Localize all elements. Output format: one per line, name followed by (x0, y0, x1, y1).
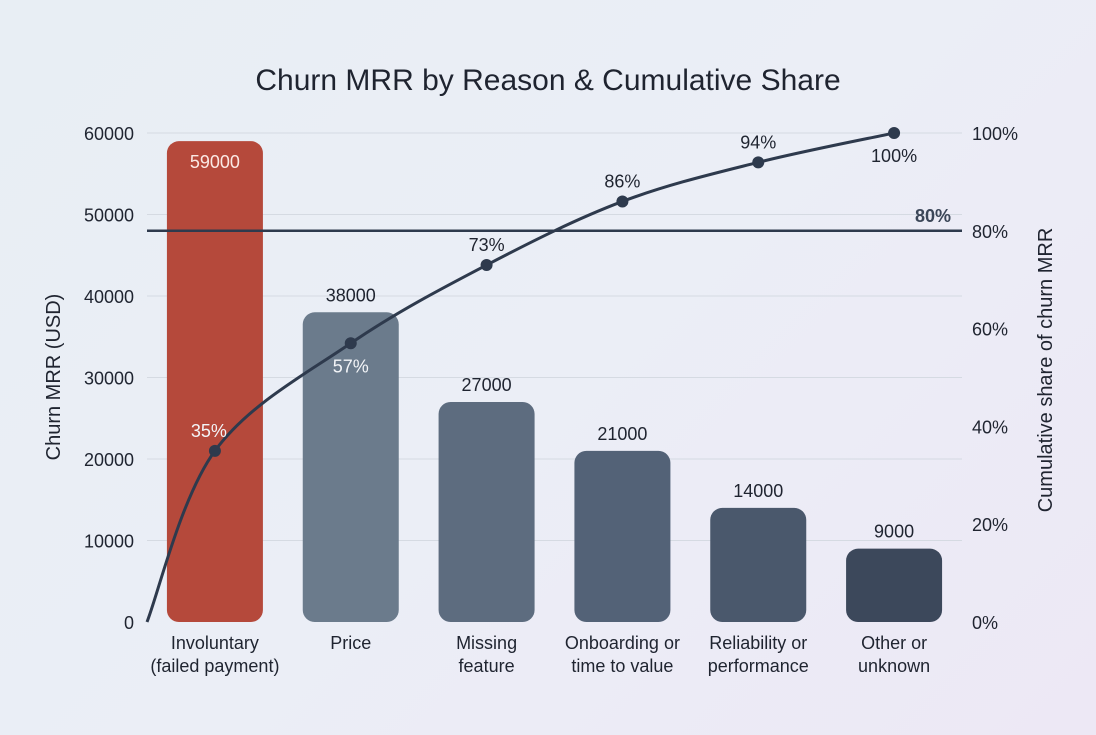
bar (302, 312, 399, 622)
y-tick-label: 10000 (84, 532, 134, 552)
y-tick-label: 30000 (84, 369, 134, 389)
x-tick-label: performance (708, 656, 809, 676)
cumulative-point (888, 127, 901, 139)
y-axis-label: Churn MRR (USD) (43, 294, 65, 461)
bar (710, 507, 807, 622)
y2-tick-label: 20% (972, 515, 1008, 535)
x-tick-label: (failed payment) (150, 656, 279, 676)
x-tick-label: Missing (456, 633, 517, 653)
bar (846, 548, 943, 622)
bar-value-label: 9000 (874, 522, 914, 542)
x-tick-label: Onboarding or (565, 633, 680, 653)
cumulative-label: 35% (191, 421, 227, 441)
bar-value-label: 38000 (326, 285, 376, 305)
x-tick-label: Other or (861, 633, 927, 653)
cumulative-point (208, 444, 221, 457)
y2-axis-label: Cumulative share of churn MRR (1035, 228, 1057, 513)
bar-value-label: 59000 (190, 152, 240, 172)
cumulative-point (480, 259, 493, 272)
bar (574, 450, 671, 622)
cumulative-point (616, 195, 629, 208)
x-tick-label: Reliability or (709, 633, 807, 653)
threshold-label: 80% (915, 206, 951, 226)
cumulative-label: 86% (604, 171, 640, 191)
x-tick-label: feature (459, 656, 515, 676)
cumulative-point (752, 156, 765, 169)
y2-tick-label: 0% (972, 613, 998, 633)
cumulative-label: 94% (740, 132, 776, 152)
y2-tick-label: 80% (972, 222, 1008, 242)
bar (438, 401, 535, 622)
y2-tick-label: 40% (972, 417, 1008, 437)
y-tick-label: 0 (124, 613, 134, 633)
y2-tick-label: 100% (972, 124, 1018, 144)
x-tick-label: unknown (858, 656, 930, 676)
cumulative-label: 100% (871, 146, 917, 166)
y-tick-label: 20000 (84, 450, 134, 470)
y-tick-label: 40000 (84, 287, 134, 307)
cumulative-label: 57% (333, 356, 369, 376)
bar-value-label: 21000 (597, 424, 647, 444)
cumulative-point (344, 337, 357, 350)
x-tick-label: time to value (571, 656, 673, 676)
bar-value-label: 14000 (733, 481, 783, 501)
y-tick-label: 60000 (84, 124, 134, 144)
x-tick-label: Involuntary (171, 633, 259, 653)
chart-title: Churn MRR by Reason & Cumulative Share (255, 64, 840, 97)
y2-tick-label: 60% (972, 320, 1008, 340)
bar (166, 141, 263, 622)
bar-value-label: 27000 (462, 375, 512, 395)
cumulative-label: 73% (469, 235, 505, 255)
x-tick-label: Price (330, 633, 371, 653)
y-tick-label: 50000 (84, 206, 134, 226)
